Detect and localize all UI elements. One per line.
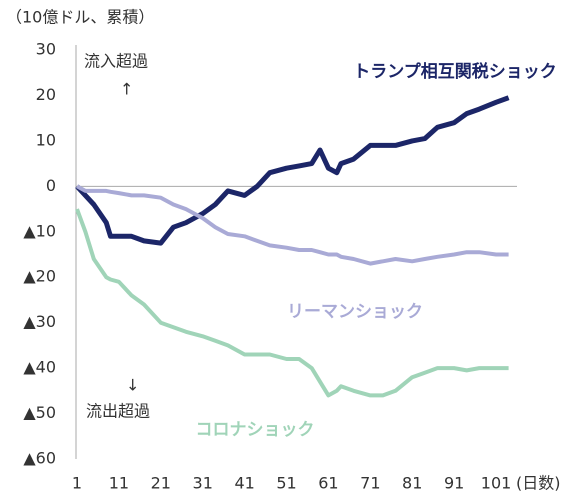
x-tick-label: 31 bbox=[193, 474, 213, 493]
x-tick-label: 71 bbox=[360, 474, 380, 493]
annotation: ↓ bbox=[126, 376, 139, 395]
y-tick-label: ▲40 bbox=[23, 358, 56, 377]
y-tick-label: ▲30 bbox=[23, 312, 56, 331]
series-line bbox=[75, 95, 510, 246]
x-axis-label: (日数) bbox=[516, 474, 561, 493]
x-tick-label: 41 bbox=[234, 474, 254, 493]
y-tick-label: ▲60 bbox=[23, 449, 56, 468]
x-tick-label: 81 bbox=[402, 474, 422, 493]
series-label: トランプ相互関税ショック bbox=[353, 61, 557, 82]
x-tick-label: 1 bbox=[72, 474, 82, 493]
x-tick-label: 91 bbox=[444, 474, 464, 493]
y-tick-label: ▲20 bbox=[23, 267, 56, 286]
y-tick-label: 0 bbox=[46, 176, 56, 195]
y-axis-label: （10億ドル、累積） bbox=[6, 8, 154, 27]
x-tick-label: 21 bbox=[151, 474, 171, 493]
annotation: ↑ bbox=[120, 80, 133, 99]
y-tick-label: ▲50 bbox=[23, 403, 56, 422]
y-tick-label: 30 bbox=[36, 40, 56, 59]
x-tick-label: 11 bbox=[109, 474, 129, 493]
series-line bbox=[75, 208, 509, 398]
series-label: コロナショック bbox=[196, 420, 315, 440]
y-tick-label: 10 bbox=[36, 130, 56, 149]
series-line bbox=[76, 184, 509, 266]
annotation: 流入超過 bbox=[84, 52, 148, 71]
annotation: 流出超過 bbox=[86, 402, 150, 421]
x-tick-label: 101 bbox=[481, 474, 512, 493]
x-tick-label: 61 bbox=[318, 474, 338, 493]
series-label: リーマンショック bbox=[287, 302, 423, 322]
x-tick-label: 51 bbox=[276, 474, 296, 493]
y-tick-label: 20 bbox=[36, 85, 56, 104]
y-tick-label: ▲10 bbox=[23, 221, 56, 240]
